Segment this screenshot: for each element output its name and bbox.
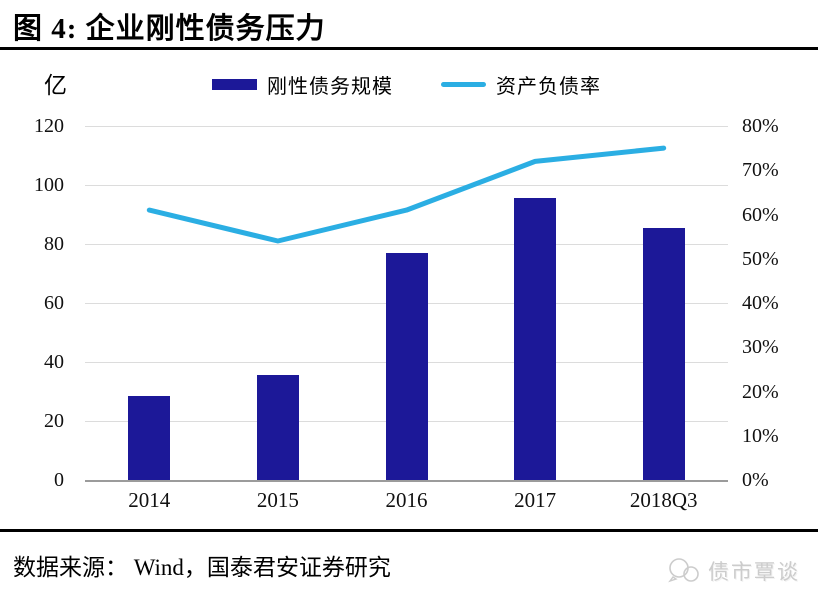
right-tick-80%: 80% bbox=[742, 115, 779, 137]
gridline bbox=[85, 244, 728, 245]
left-tick-100: 100 bbox=[34, 174, 64, 196]
right-tick-60%: 60% bbox=[742, 203, 779, 226]
watermark-bubbles-icon bbox=[668, 558, 699, 583]
legend: 刚性债务规模 资产负债率 bbox=[85, 70, 728, 99]
x-label-2016: 2016 bbox=[385, 488, 428, 512]
left-axis-unit-label: 亿 bbox=[44, 73, 67, 98]
right-axis-ticks: 80% 70% 60% 50% 40% 30% 20% 10% 0% bbox=[742, 115, 812, 491]
x-label-2014: 2014 bbox=[128, 488, 171, 512]
right-tick-70%: 70% bbox=[742, 159, 779, 182]
watermark-text: 债市覃谈 bbox=[708, 560, 800, 584]
right-tick-0%: 0% bbox=[742, 469, 769, 491]
x-label-2018Q3: 2018Q3 bbox=[629, 488, 698, 512]
left-tick-40: 40 bbox=[44, 351, 64, 373]
left-axis-ticks: 120 100 80 60 40 20 0 bbox=[0, 115, 74, 491]
right-tick-40%: 40% bbox=[742, 292, 779, 314]
right-tick-50%: 50% bbox=[742, 247, 779, 270]
title-divider bbox=[0, 47, 818, 50]
gridline bbox=[85, 185, 728, 186]
bar-2018Q3 bbox=[642, 227, 685, 480]
bar-2017 bbox=[514, 198, 557, 480]
data-source-note: 数据来源： Wind，国泰君安证券研究 bbox=[13, 555, 391, 580]
bar-2014 bbox=[128, 395, 171, 480]
left-tick-20: 20 bbox=[44, 410, 64, 432]
right-tick-30%: 30% bbox=[742, 336, 779, 359]
left-tick-60: 60 bbox=[44, 292, 64, 314]
bar-2016 bbox=[385, 252, 428, 480]
line-series bbox=[146, 145, 667, 244]
right-tick-20%: 20% bbox=[742, 380, 779, 403]
bar-series-swatch-icon bbox=[212, 79, 257, 90]
right-tick-10%: 10% bbox=[742, 424, 779, 447]
footer-divider bbox=[0, 529, 818, 532]
left-tick-120: 120 bbox=[34, 115, 64, 137]
legend-label-bar-series: 刚性债务规模 bbox=[267, 76, 393, 98]
plot-area bbox=[85, 126, 728, 482]
x-label-2015: 2015 bbox=[256, 488, 299, 512]
left-tick-0: 0 bbox=[54, 469, 64, 491]
line-series-swatch-icon bbox=[441, 82, 486, 87]
gridline bbox=[85, 126, 728, 127]
x-axis-labels: 2014 2015 2016 2017 2018Q3 bbox=[85, 488, 728, 513]
left-tick-80: 80 bbox=[44, 233, 64, 255]
legend-label-line-series: 资产负债率 bbox=[496, 76, 601, 98]
watermark: 债市覃谈 bbox=[666, 556, 800, 586]
legend-item-bar-series: 刚性债务规模 bbox=[212, 70, 393, 99]
legend-item-line-series: 资产负债率 bbox=[441, 70, 601, 99]
bar-2015 bbox=[256, 375, 299, 480]
chart-title: 图 4: 企业刚性债务压力 bbox=[13, 13, 326, 45]
x-label-2017: 2017 bbox=[514, 488, 557, 512]
